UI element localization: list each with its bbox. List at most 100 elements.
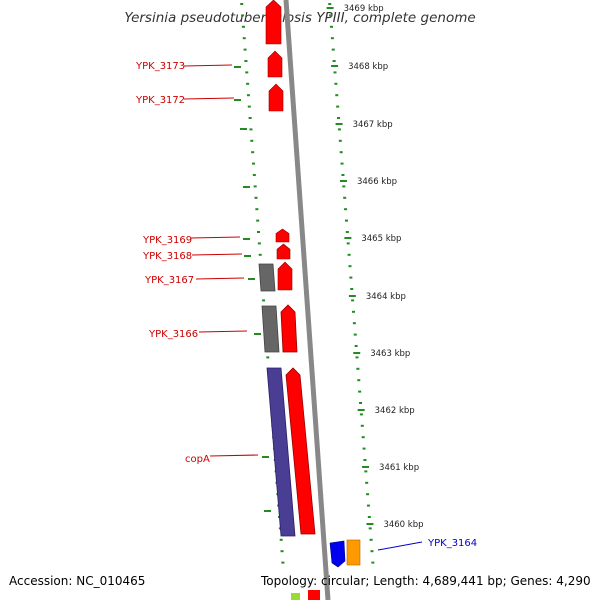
gene-bar-red [285,367,316,535]
tick-dot [355,356,359,359]
scale-label: 3461 kbp [379,463,419,473]
tick-dot [247,105,251,108]
tick-dash [234,99,241,101]
tick-dot [364,470,368,473]
gene-label: YPK_3166 [148,329,198,340]
gene-features [258,0,361,600]
scale-label: 3463 kbp [370,349,410,359]
tick-dash [357,409,365,411]
tick-dot [331,48,335,51]
gene-label: copA [185,454,210,465]
label-leader-line [209,454,259,457]
gene-label: YPK_3167 [144,275,194,286]
tick-dash [339,180,347,182]
tick-dash [326,7,334,9]
tick-dot [262,299,266,302]
tick-dot [363,459,367,461]
tick-dot [338,139,342,142]
tick-dot [241,14,245,17]
tick-dot [240,3,244,5]
gene-bar-gray [261,305,280,353]
gene-box-orange [346,539,361,566]
tick-dash [353,352,361,354]
tick-dot [251,151,255,154]
tick-dash [244,255,251,257]
tick-dot [266,356,270,359]
tick-dash [243,238,250,240]
tick-dot [253,185,257,188]
gene-label: YPK_3164 [427,538,477,549]
tick-dot [334,82,338,85]
tick-dot [248,117,252,119]
tick-dot [241,25,245,28]
tick-dot [249,128,253,131]
tick-dash [262,456,269,458]
label-leader-line [190,236,241,239]
tick-dot [246,82,250,85]
tick-dot [365,481,369,484]
tick-dot [345,231,349,233]
scale-label: 3466 kbp [357,177,397,187]
right-tick-dots [326,3,375,564]
label-leader-line [183,97,235,100]
tick-dot [258,253,262,256]
tick-dot [245,71,249,74]
gene-arrow [277,261,293,291]
tick-dot [329,14,333,17]
tick-dot [352,322,356,325]
gene-label: YPK_3173 [135,61,185,72]
gene-bar-purple [266,367,296,537]
tick-dot [340,162,344,165]
tick-dot [339,151,343,154]
scale-label: 3468 kbp [348,62,388,72]
tick-dash [254,333,261,335]
tick-dash [331,65,339,67]
tick-dot [367,516,371,518]
tick-dot [359,402,363,404]
tick-dot [351,310,355,313]
tick-dash [348,295,356,297]
genome-backbone [283,0,331,600]
gene-label: YPK_3168 [142,251,192,262]
tick-dot [280,550,284,553]
topology-text: Topology: circular; Length: 4,689,441 bp… [261,574,591,588]
label-leader-line [195,277,245,280]
tick-dot [361,436,365,439]
tick-dot [368,527,372,530]
tick-dot [344,219,348,222]
tick-dot [369,538,373,541]
label-leader-line [198,330,248,333]
tick-dot [362,447,366,450]
gene-labels: YPK_3173 YPK_3172 YPK_3169 YPK_3168 YPK_3167… [135,61,477,551]
gene-arrow [276,243,291,260]
tick-dot [257,242,261,245]
tick-dash [248,278,255,280]
tick-dot [354,345,358,347]
gene-arrow [267,50,283,78]
tick-dot [360,424,364,427]
tick-dot [279,538,283,541]
gene-arrow-blue [329,540,346,568]
label-leader-line [377,541,423,551]
tick-dot [346,242,350,245]
gene-arrow [275,228,290,243]
tick-dot [330,37,334,40]
tick-dash [234,66,241,68]
accession-text: Accession: NC_010465 [9,574,146,588]
gene-label: YPK_3169 [142,235,192,246]
tick-dot [255,208,259,211]
label-leader-line [183,64,233,67]
gene-bar-red [280,304,298,353]
tick-dot [356,367,360,370]
tick-dot [337,128,341,131]
tick-dot [366,504,370,507]
tick-dash [362,466,370,468]
tick-dot [370,550,374,553]
tick-dot [281,561,285,564]
scale-labels: 3469 kbp 3468 kbp 3467 kbp 3466 kbp 3465 kbp… [344,4,424,530]
tick-dot [366,493,370,496]
tick-dot [353,333,357,336]
tick-dot [254,196,258,199]
tick-dot [256,219,260,222]
